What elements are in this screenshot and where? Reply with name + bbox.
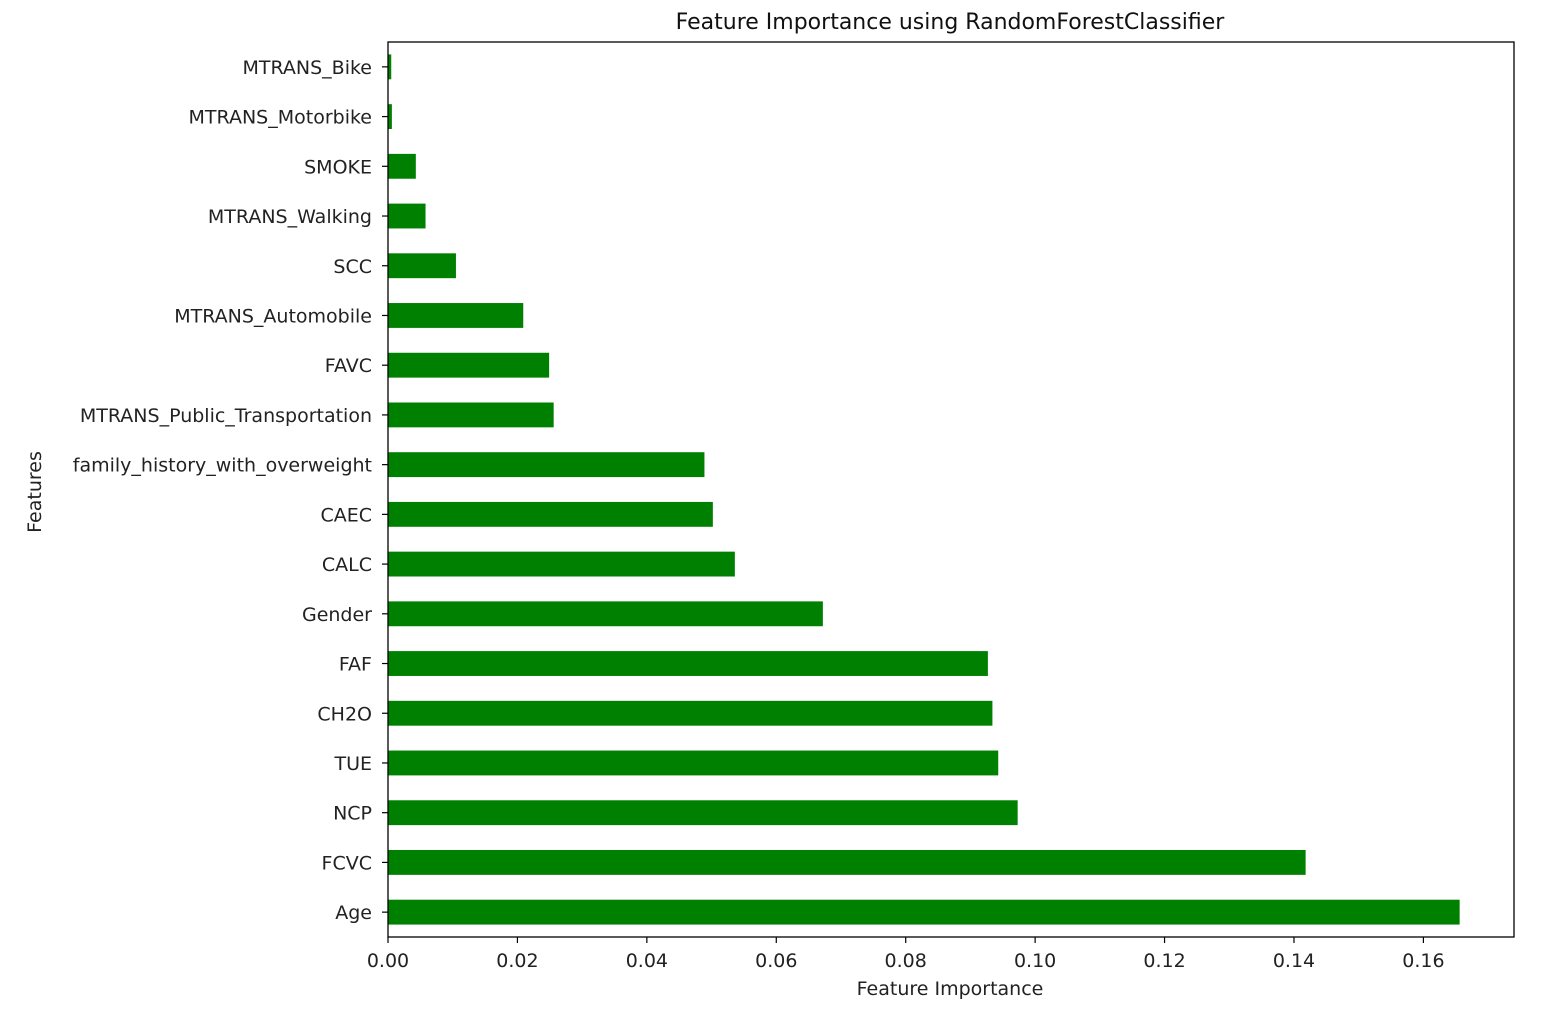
bar-caec xyxy=(388,501,713,527)
bar-calc xyxy=(388,551,735,577)
y-tick-label-mtrans-walking: MTRANS_Walking xyxy=(208,206,372,228)
x-axis-title: Feature Importance xyxy=(857,978,1044,1000)
y-tick-label-mtrans-automobile: MTRANS_Automobile xyxy=(174,305,372,327)
y-tick-label-mtrans-motorbike: MTRANS_Motorbike xyxy=(189,107,372,129)
x-ticks: 0.00 0.02 0.04 0.06 0.08 0.10 0.12 0.14 0.16 xyxy=(367,937,1445,972)
bar-tue xyxy=(388,750,999,776)
x-tick-label: 0.06 xyxy=(755,950,797,972)
x-tick-label: 0.00 xyxy=(367,950,409,972)
bar-fcvc xyxy=(388,849,1306,875)
bar-mtrans-public-transportation xyxy=(388,402,554,428)
bar-favc xyxy=(388,352,550,378)
x-tick-label: 0.14 xyxy=(1273,950,1315,972)
bars-group xyxy=(388,54,1460,925)
bar-ncp xyxy=(388,800,1018,826)
y-tick-label-ch2o: CH2O xyxy=(317,703,372,725)
bar-age xyxy=(388,899,1460,925)
y-tick-label-family-history-with-overweight: family_history_with_overweight xyxy=(73,455,372,477)
bar-smoke xyxy=(388,153,416,179)
y-tick-label-caec: CAEC xyxy=(320,504,372,526)
y-tick-label-favc: FAVC xyxy=(325,355,372,377)
x-tick-label: 0.08 xyxy=(885,950,927,972)
bar-mtrans-motorbike xyxy=(388,104,392,130)
x-tick-label: 0.04 xyxy=(626,950,668,972)
x-tick-label: 0.10 xyxy=(1014,950,1056,972)
y-tick-label-calc: CALC xyxy=(322,554,372,576)
x-tick-label: 0.12 xyxy=(1143,950,1185,972)
y-tick-label-tue: TUE xyxy=(333,753,372,775)
y-tick-label-gender: Gender xyxy=(302,604,372,626)
bar-mtrans-automobile xyxy=(388,303,524,328)
y-tick-label-scc: SCC xyxy=(333,256,372,278)
y-tick-label-age: Age xyxy=(335,902,372,924)
bar-scc xyxy=(388,253,456,279)
bar-mtrans-walking xyxy=(388,203,426,229)
bar-family-history-with-overweight xyxy=(388,452,705,478)
y-tick-label-ncp: NCP xyxy=(333,803,372,825)
y-tick-labels: Age FCVC NCP TUE CH2O FAF Gender CALC CAEC family… xyxy=(73,57,388,924)
y-tick-label-fcvc: FCVC xyxy=(322,852,372,874)
bar-mtrans-bike xyxy=(388,54,392,80)
y-tick-label-mtrans-bike: MTRANS_Bike xyxy=(242,57,372,79)
y-tick-label-smoke: SMOKE xyxy=(304,156,372,178)
plot-frame xyxy=(387,41,1515,938)
y-tick-label-mtrans-public-transportation: MTRANS_Public_Transportation xyxy=(80,405,372,427)
bar-gender xyxy=(388,601,823,627)
y-tick-label-faf: FAF xyxy=(339,654,372,676)
x-tick-label: 0.02 xyxy=(496,950,538,972)
x-tick-label: 0.16 xyxy=(1402,950,1444,972)
bar-ch2o xyxy=(388,700,993,726)
bar-faf xyxy=(388,651,988,676)
y-axis-title: Features xyxy=(24,451,46,533)
chart-title: Feature Importance using RandomForestCla… xyxy=(676,10,1226,35)
